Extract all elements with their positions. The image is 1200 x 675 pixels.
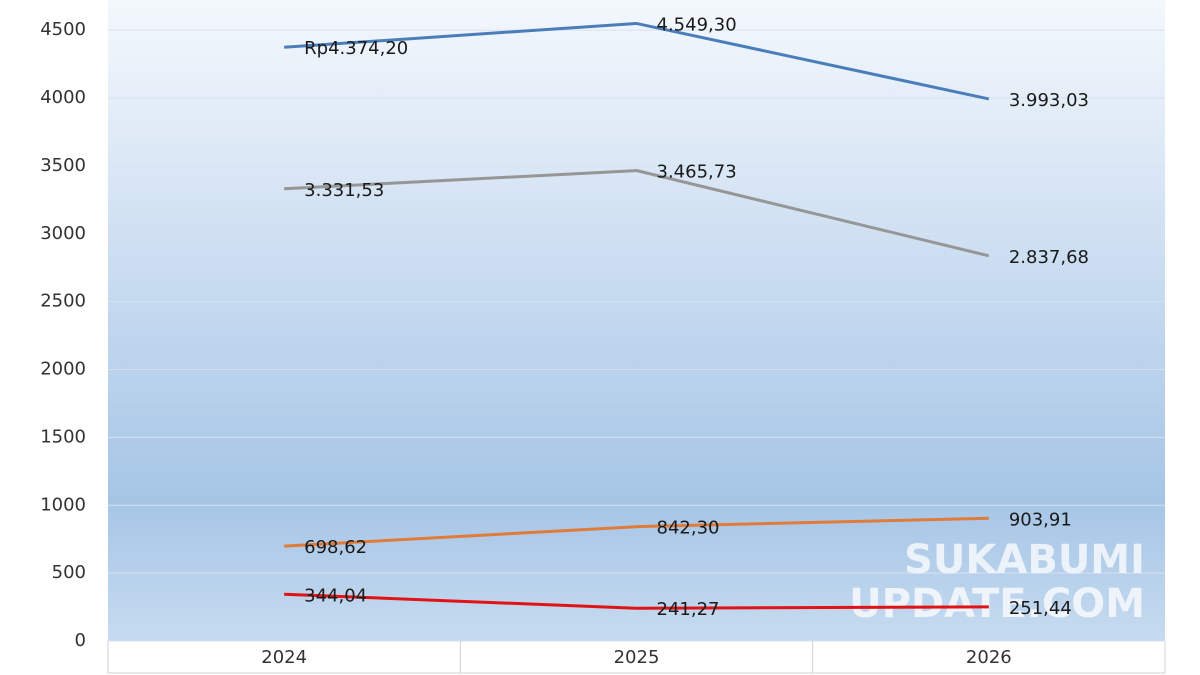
y-tick-label: 3500	[40, 155, 86, 176]
data-label: 2.837,68	[1009, 247, 1089, 268]
x-tick-label: 2025	[614, 647, 660, 668]
series-line	[284, 21, 990, 101]
y-tick-label: 1500	[40, 426, 86, 447]
data-label: Rp4.374,20	[304, 38, 408, 59]
series-line	[284, 516, 989, 548]
data-label: 4.549,30	[657, 14, 737, 35]
data-label: 251,44	[1009, 598, 1072, 619]
y-tick-label: 4500	[40, 19, 86, 40]
y-tick-label: 1000	[40, 494, 86, 515]
y-tick-label: 500	[52, 562, 86, 583]
watermark: UPDATE.COM	[849, 581, 1145, 627]
series-line	[284, 592, 989, 610]
y-tick-label: 3000	[40, 223, 86, 244]
plot-area	[108, 0, 1165, 641]
y-tick-label: 0	[75, 630, 86, 651]
y-tick-label: 4000	[40, 87, 86, 108]
y-tick-label: 2500	[40, 291, 86, 312]
data-label: 903,91	[1009, 509, 1072, 530]
y-tick-label: 2000	[40, 359, 86, 380]
data-label: 241,27	[657, 599, 720, 620]
x-tick-label: 2026	[966, 647, 1012, 668]
data-label: 344,04	[304, 585, 367, 606]
data-label: 842,30	[657, 518, 720, 539]
data-label: 3.465,73	[657, 162, 737, 183]
x-tick-label: 2024	[261, 647, 307, 668]
data-label: 698,62	[304, 537, 367, 558]
data-label: 3.993,03	[1009, 90, 1089, 111]
data-label: 3.331,53	[304, 180, 384, 201]
series-line	[284, 169, 990, 258]
x-axis-band	[107, 640, 1166, 674]
watermark: SUKABUMI	[904, 537, 1145, 583]
